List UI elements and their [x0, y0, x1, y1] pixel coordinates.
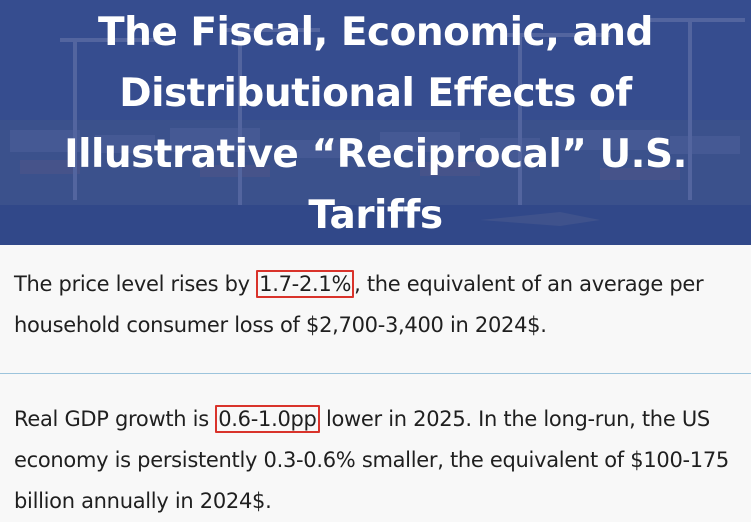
finding-text: lower in 2025. In the long-run, the US e… — [14, 407, 729, 513]
hero-banner: The Fiscal, Economic, and Distributional… — [0, 0, 751, 245]
finding-price-level: The price level rises by 1.7-2.1%, the e… — [14, 264, 739, 346]
hero-overlay — [0, 0, 751, 245]
section-divider — [0, 373, 751, 374]
finding-text: , the equivalent of an average per house… — [14, 272, 704, 337]
findings-section: The price level rises by 1.7-2.1%, the e… — [0, 245, 751, 522]
highlighted-value: 1.7-2.1% — [256, 270, 355, 298]
finding-text: The price level rises by — [14, 272, 257, 296]
page-title: The Fiscal, Economic, and Distributional… — [64, 10, 687, 238]
finding-gdp-growth: Real GDP growth is 0.6-1.0pp lower in 20… — [14, 399, 739, 522]
highlighted-value: 0.6-1.0pp — [215, 405, 320, 433]
finding-text: Real GDP growth is — [14, 407, 216, 431]
